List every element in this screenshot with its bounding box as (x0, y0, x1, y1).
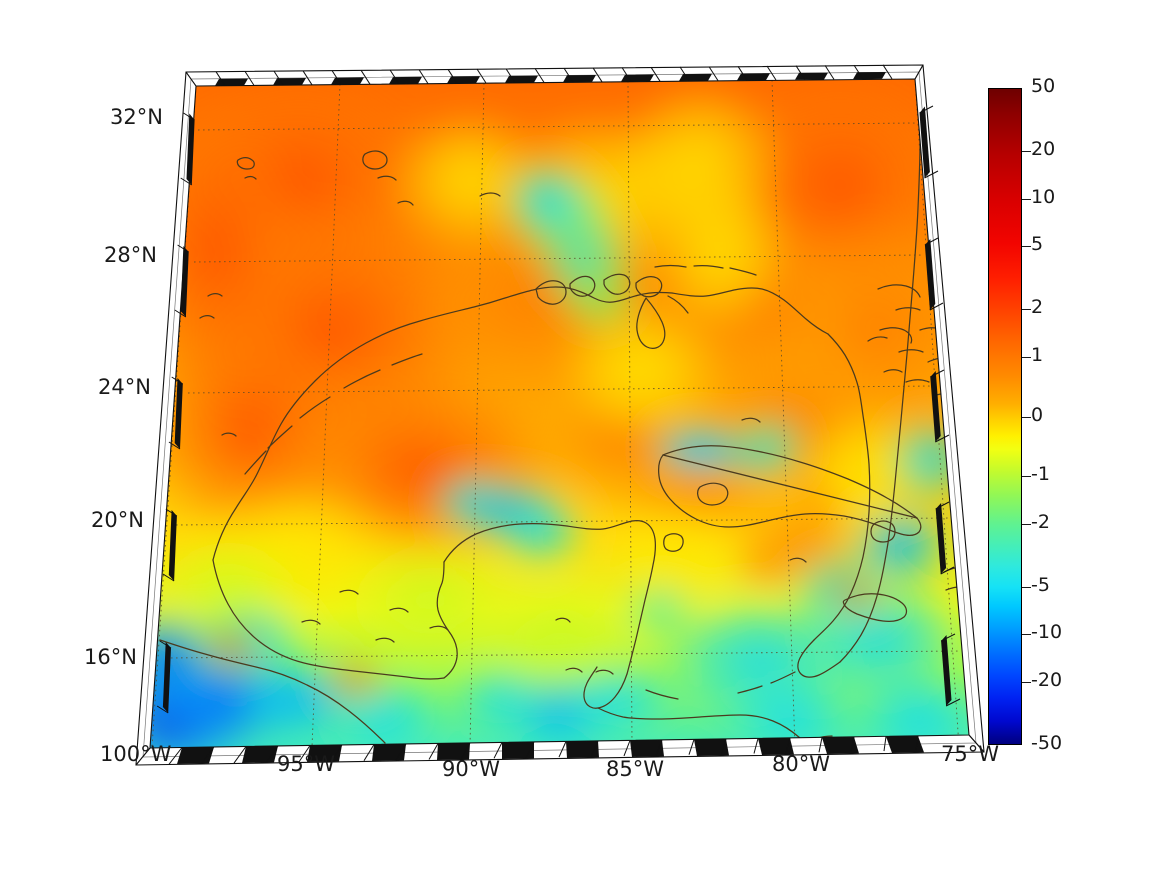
colorbar-label-6: 0 (1031, 403, 1044, 426)
ytick-label-3: 20°N (91, 508, 144, 532)
xtick-label-4: 80°W (772, 752, 830, 776)
frame-bottom-ticks (135, 734, 985, 766)
ytick-label-0: 32°N (110, 105, 163, 129)
xtick-label-0: 100°W (100, 742, 172, 766)
map-frame (135, 64, 985, 766)
colorbar-label-9: -5 (1031, 573, 1050, 596)
anomaly-field (150, 79, 969, 748)
colorbar-label-12: -50 (1031, 732, 1063, 754)
colorbar-tick-1 (1022, 356, 1031, 358)
colorbar-label-1: 20 (1031, 137, 1056, 160)
xtick-label-5: 75°W (941, 742, 999, 766)
xtick-label-2: 90°W (442, 757, 500, 781)
colorbar-tick-n5 (1022, 586, 1031, 588)
colorbar-label-7: -1 (1031, 463, 1050, 486)
colorbar-tick-n1 (1022, 476, 1031, 478)
colorbar-tick-5 (1022, 246, 1031, 248)
ytick-label-2: 24°N (98, 375, 151, 399)
frame-right-ticks (914, 64, 985, 753)
coastlines (159, 95, 969, 744)
xtick-label-1: 95°W (277, 752, 335, 776)
colorbar-tick-20 (1022, 150, 1031, 152)
ytick-label-4: 16°N (84, 645, 137, 669)
colorbar-gradient (988, 88, 1022, 745)
colorbar-tick-0 (1022, 416, 1031, 418)
colorbar-label-3: 5 (1031, 233, 1044, 256)
colorbar-tick-n2 (1022, 523, 1031, 525)
colorbar-label-0: 50 (1031, 75, 1056, 97)
colorbar-label-4: 2 (1031, 296, 1044, 319)
colorbar-label-11: -20 (1031, 669, 1063, 692)
colorbar-tick-2 (1022, 309, 1031, 311)
colorbar-label-8: -2 (1031, 510, 1050, 533)
frame-right-bands (919, 106, 952, 706)
colorbar-label-2: 10 (1031, 185, 1056, 208)
frame-left-ticks (135, 71, 197, 766)
frame-top-bands (215, 72, 886, 86)
colorbar-label-10: -10 (1031, 621, 1063, 644)
colorbar-tick-10 (1022, 198, 1031, 200)
xtick-label-3: 85°W (606, 757, 664, 781)
ytick-label-1: 28°N (104, 243, 157, 267)
colorbar-label-5: 1 (1031, 343, 1044, 366)
colorbar[interactable] (988, 88, 1031, 745)
colorbar-tick-n20 (1022, 682, 1031, 684)
frame-bottom-bands (177, 736, 924, 764)
colorbar-tick-n10 (1022, 634, 1031, 636)
frame-left-bands (162, 113, 195, 713)
